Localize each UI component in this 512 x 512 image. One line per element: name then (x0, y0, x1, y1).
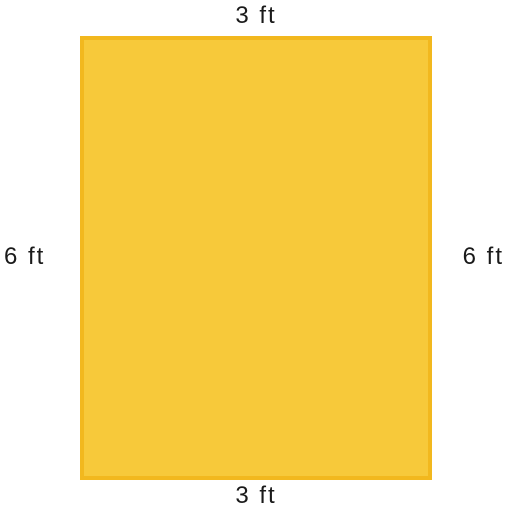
bottom-side-label: 3 ft (235, 482, 277, 509)
yellow-rectangle (80, 36, 432, 480)
top-side-label: 3 ft (235, 2, 277, 29)
left-side-label: 6 ft (4, 243, 46, 270)
right-side-label: 6 ft (462, 243, 504, 270)
